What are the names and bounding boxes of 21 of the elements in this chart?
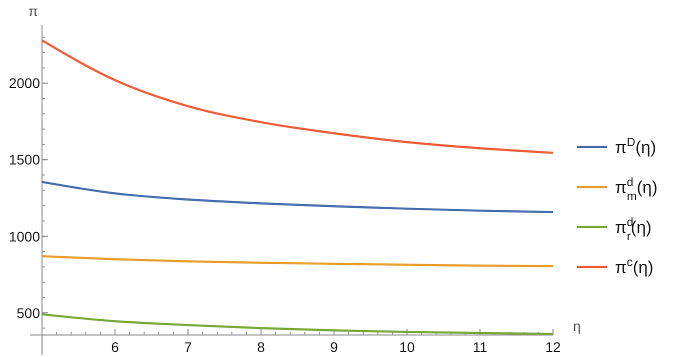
x-axis-title: η [573,318,581,334]
x-tick-label: 10 [399,339,415,355]
y-tick-label: 500 [16,304,40,321]
x-tick-label: 7 [184,339,192,355]
y-tick-label: 2000 [8,75,40,92]
line-series [40,255,554,268]
x-tick-label: 11 [472,339,488,355]
line-series [40,313,554,336]
legend-label: π$^{D}$(η) [615,135,656,157]
x-tick-label: 12 [545,339,561,355]
line-series [40,39,554,154]
legend-label: π$^{d}$$_{r}$(η) [615,215,652,243]
x-tick-label: 8 [257,339,266,355]
legend-label: π$^{c}$(η) [615,255,654,277]
x-tick-label: 6 [111,339,120,355]
y-tick-label: 1000 [8,228,40,244]
legend-label: π$^{d}$$_{m}$(η) [615,175,658,203]
x-tick-label: 9 [330,339,338,355]
line-series [40,180,554,214]
y-tick-label: 1500 [8,152,40,168]
y-axis-title: π [28,3,38,19]
